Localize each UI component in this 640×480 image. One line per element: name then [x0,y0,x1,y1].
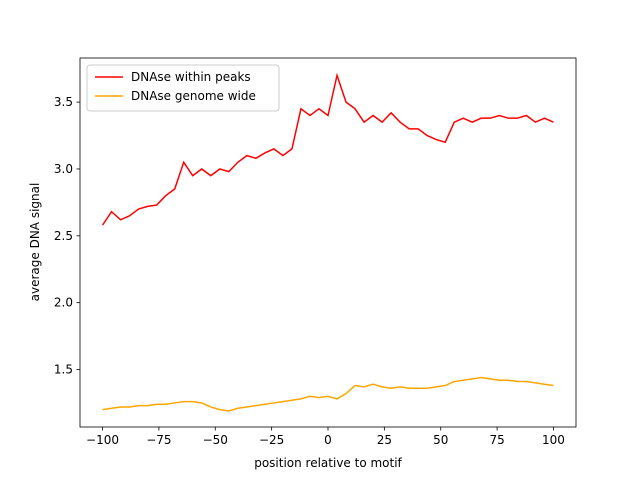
x-tick-label: −75 [146,433,171,447]
y-axis-label: average DNA signal [28,183,42,302]
x-tick-label: 0 [324,433,332,447]
y-tick-label: 2.5 [54,229,73,243]
y-tick-label: 3.5 [54,95,73,109]
legend-label: DNAse within peaks [131,70,251,84]
x-tick-label: −100 [86,433,119,447]
y-tick-label: 2.0 [54,296,73,310]
x-tick-label: −50 [203,433,228,447]
x-tick-label: −25 [259,433,284,447]
x-tick-label: 75 [489,433,504,447]
x-tick-label: 25 [377,433,392,447]
legend-label: DNAse genome wide [131,89,256,103]
x-tick-label: 50 [433,433,448,447]
x-tick-label: 100 [542,433,565,447]
legend-box [86,64,280,112]
x-axis-label: position relative to motif [254,456,402,470]
y-tick-label: 1.5 [54,363,73,377]
series-line [102,376,554,412]
y-tick-label: 3.0 [54,162,73,176]
series-line [101,72,554,226]
